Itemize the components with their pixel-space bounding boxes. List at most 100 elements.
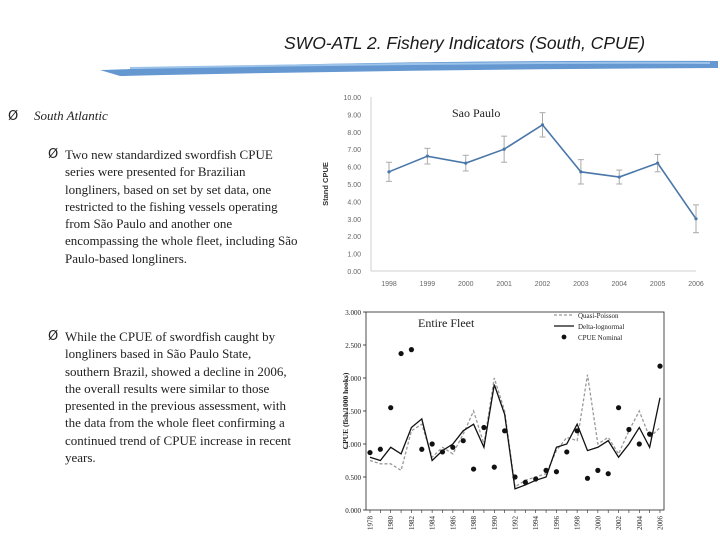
data-point <box>694 217 698 221</box>
x-tick-label: 1998 <box>381 281 397 288</box>
bullet-arrow-icon: Ø <box>48 329 59 344</box>
x-tick-label: 2005 <box>650 281 666 288</box>
data-point-nominal <box>429 441 435 447</box>
y-axis-label: Stand CPUE <box>321 162 330 206</box>
x-tick-label: 1988 <box>470 516 478 531</box>
data-point-nominal <box>502 428 508 434</box>
data-point <box>464 161 468 165</box>
data-point-nominal <box>388 405 394 411</box>
data-point-nominal <box>408 347 415 353</box>
data-point <box>540 123 545 127</box>
x-tick-label: 2002 <box>615 516 623 531</box>
y-tick-label: 2.500 <box>345 342 361 350</box>
data-point-nominal <box>584 475 591 481</box>
bullet-arrow-icon: Ø <box>48 147 59 162</box>
slide-title: SWO-ATL 2. Fishery Indicators (South, CP… <box>284 33 646 53</box>
sub-bullet-1: Ø Two new standardized swordfish CPUE se… <box>48 146 298 267</box>
x-tick-label: 1999 <box>420 281 436 288</box>
y-tick-label: 2.00 <box>347 234 361 241</box>
data-point-nominal <box>564 449 570 455</box>
chart-entire-fleet: 0.000 0.500 1.000 1.500 2.000 2.500 3.000 1978 1… <box>341 309 665 531</box>
chart-title: Sao Paulo <box>452 106 500 120</box>
x-tick-label: 1994 <box>532 516 540 531</box>
y-tick-label: 1.00 <box>347 252 361 259</box>
data-point-nominal <box>398 350 404 357</box>
data-point-nominal <box>419 446 425 452</box>
x-tick-label: 2006 <box>688 281 704 288</box>
bullet-south-atlantic: Ø South Atlantic <box>8 108 108 124</box>
data-point <box>579 170 583 174</box>
data-point-nominal <box>512 474 518 480</box>
y-tick-label: 2.000 <box>345 375 361 383</box>
y-tick-label: 0.00 <box>347 269 361 276</box>
y-tick-label: 1.500 <box>345 408 361 416</box>
x-tick-label: 1998 <box>574 516 582 531</box>
title-underline-brush <box>100 60 718 76</box>
y-tick-label: 4.00 <box>347 199 361 206</box>
x-tick-label: 1984 <box>429 516 437 531</box>
data-point-nominal <box>543 467 549 473</box>
sub-bullet-text: While the CPUE of swordfish caught by lo… <box>65 329 291 466</box>
y-tick-label: 1.000 <box>345 441 361 449</box>
y-tick-label: 0.000 <box>345 507 361 515</box>
bullet-main-text: South Atlantic <box>34 108 108 123</box>
y-tick-label: 10.00 <box>343 95 361 102</box>
x-tick-label: 1982 <box>408 516 416 531</box>
x-tick-label: 2006 <box>657 516 665 531</box>
y-tick-label: 7.00 <box>347 147 361 154</box>
x-tick-label: 2000 <box>594 516 602 531</box>
data-point-nominal <box>439 449 446 455</box>
data-point-nominal <box>377 446 383 452</box>
data-point-nominal <box>470 466 477 472</box>
data-point-nominal <box>595 467 601 473</box>
x-tick-label: 2004 <box>611 281 627 288</box>
x-tick-label: 1980 <box>387 516 395 531</box>
data-point <box>387 170 391 174</box>
data-point-nominal <box>481 424 487 431</box>
data-point-nominal <box>626 426 632 433</box>
y-tick-label: 3.000 <box>345 309 361 317</box>
x-tick-label: 1978 <box>367 516 375 531</box>
x-tick-label: 2000 <box>458 281 474 288</box>
x-tick-label: 2001 <box>496 281 512 288</box>
x-tick-label: 1986 <box>449 516 457 531</box>
data-point-nominal <box>553 469 560 475</box>
data-point <box>425 154 429 158</box>
y-axis-label: CPUE (fish/1000 hooks) <box>341 372 350 449</box>
data-point-nominal <box>533 476 539 482</box>
data-point-nominal <box>450 444 456 450</box>
x-tick-label: 1992 <box>512 516 520 531</box>
data-point-nominal <box>647 431 653 437</box>
sub-bullet-2: Ø While the CPUE of swordfish caught by … <box>48 328 298 466</box>
data-point-nominal <box>636 441 642 447</box>
sub-bullet-text: Two new standardized swordfish CPUE seri… <box>65 147 298 266</box>
series-line-delta-lognormal <box>369 384 661 490</box>
y-tick-label: 3.00 <box>347 217 361 224</box>
chart-title: Entire Fleet <box>418 316 475 330</box>
data-point-nominal <box>574 428 580 434</box>
bullet-arrow-icon: Ø <box>8 109 19 124</box>
legend-label: Delta-lognormal <box>578 323 624 331</box>
y-tick-label: 5.00 <box>347 182 361 189</box>
data-point-nominal <box>615 405 622 411</box>
data-point-nominal <box>605 471 611 477</box>
x-tick-label: 2003 <box>573 281 589 288</box>
data-point <box>617 175 621 179</box>
legend-label: Quasi-Poisson <box>578 312 619 320</box>
chart-sao-paulo: 0.00 1.00 2.00 3.00 4.00 5.00 6.00 7.00 8.00 9.00… <box>321 95 704 288</box>
y-tick-label: 6.00 <box>347 165 361 172</box>
data-point <box>502 147 506 151</box>
data-point-nominal <box>367 449 373 456</box>
y-tick-label: 0.500 <box>345 474 361 482</box>
x-tick-label: 2004 <box>636 516 644 531</box>
legend-label: CPUE Nominal <box>578 334 622 342</box>
series-line-quasi-poisson <box>369 374 661 488</box>
data-point-nominal <box>657 363 663 369</box>
x-tick-label: 2002 <box>535 281 551 288</box>
x-tick-label: 1990 <box>491 516 499 531</box>
data-point-nominal <box>491 464 497 470</box>
legend-marker <box>561 334 567 340</box>
series-line <box>388 123 697 220</box>
data-point-nominal <box>460 438 466 444</box>
y-tick-label: 9.00 <box>347 112 361 119</box>
